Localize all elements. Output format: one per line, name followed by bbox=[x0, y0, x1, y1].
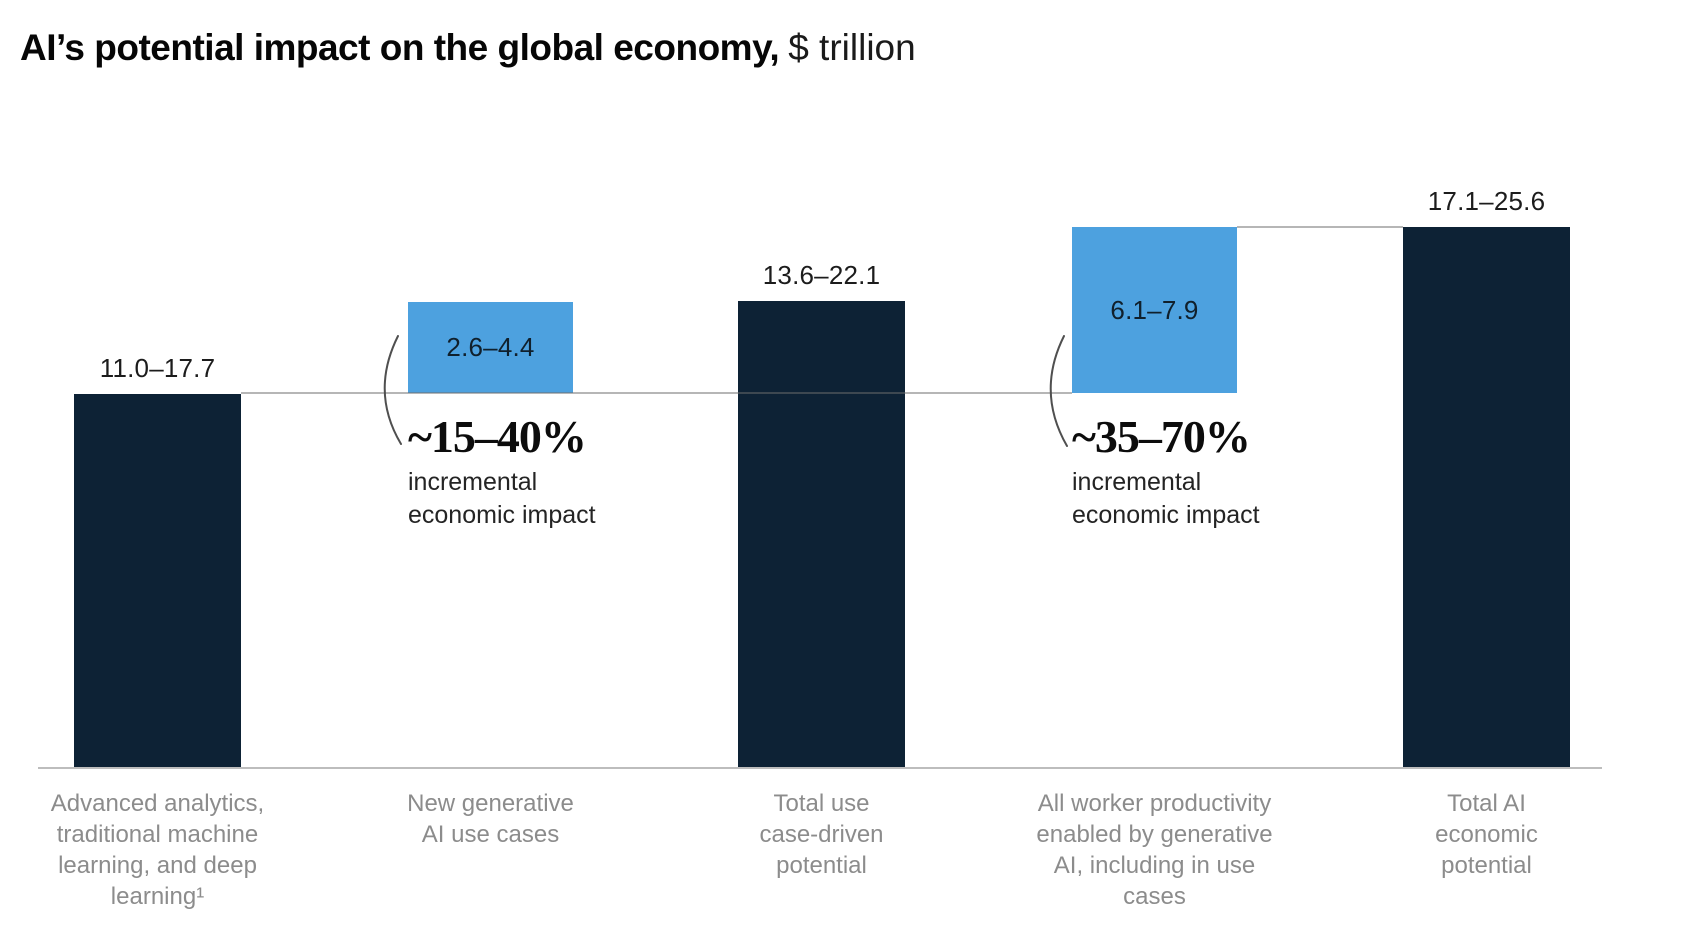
chart-title-unit: $ trillion bbox=[788, 27, 916, 68]
annotation-subtext-line: incremental bbox=[1072, 468, 1202, 496]
connector-line-1 bbox=[241, 392, 1072, 394]
category-label-line: case-driven bbox=[759, 821, 884, 848]
annotation-new-generative-ai-use-cases: ~15–40% incremental economic impact bbox=[408, 414, 596, 532]
category-label-line: traditional machine bbox=[56, 821, 259, 848]
category-label-total-use-case-driven-potential: Total use case-driven potential bbox=[657, 788, 987, 881]
annotation-subtext-line: economic impact bbox=[1072, 501, 1260, 529]
category-label-advanced-analytics: Advanced analytics, traditional machine le… bbox=[0, 788, 323, 912]
bar-total-ai-economic-potential bbox=[1403, 227, 1570, 768]
category-label-new-generative-ai-use-cases: New generative AI use cases bbox=[326, 788, 656, 850]
category-label-line: AI use cases bbox=[421, 821, 560, 848]
bar-total-use-case-driven-potential bbox=[738, 301, 905, 768]
bar-worker-productivity-enabled-by-genai: 6.1–7.9 bbox=[1072, 227, 1237, 393]
value-label-advanced-analytics: 11.0–17.7 bbox=[99, 353, 216, 383]
x-axis-line bbox=[38, 767, 1602, 769]
category-label-total-ai-economic-potential: Total AI economic potential bbox=[1322, 788, 1652, 881]
value-label-total-use-case-driven-potential: 13.6–22.1 bbox=[762, 260, 881, 290]
connector-line-2 bbox=[1237, 226, 1403, 228]
chart-title-text: AI’s potential impact on the global econ… bbox=[20, 27, 780, 68]
category-label-line: All worker productivity bbox=[1037, 790, 1272, 817]
category-label-line: potential bbox=[776, 852, 867, 879]
category-label-line: learning, and deep bbox=[58, 852, 257, 879]
annotation-subtext-line: incremental bbox=[408, 468, 538, 496]
value-label-total-ai-economic-potential: 17.1–25.6 bbox=[1427, 186, 1546, 216]
category-label-line: Total use bbox=[773, 790, 870, 817]
category-label-line: learning¹ bbox=[110, 883, 205, 910]
category-label-line: enabled by generative bbox=[1036, 821, 1273, 848]
bracket-arc-2 bbox=[1049, 335, 1068, 447]
category-label-line: Advanced analytics, bbox=[50, 790, 265, 817]
chart-title: AI’s potential impact on the global econ… bbox=[20, 27, 916, 69]
bar-new-generative-ai-use-cases: 2.6–4.4 bbox=[408, 302, 573, 393]
category-label-line: cases bbox=[1123, 883, 1186, 910]
category-label-worker-productivity-enabled-by-genai: All worker productivity enabled by genera… bbox=[990, 788, 1320, 912]
annotation-worker-productivity-enabled-by-genai: ~35–70% incremental economic impact bbox=[1072, 414, 1260, 532]
annotation-subtext: incremental economic impact bbox=[1072, 466, 1260, 532]
annotation-headline: ~35–70% bbox=[1072, 411, 1251, 462]
category-label-line: Total AI bbox=[1447, 790, 1526, 817]
category-label-line: AI, including in use bbox=[1053, 852, 1256, 879]
bar-advanced-analytics bbox=[74, 394, 241, 768]
bracket-arc-1 bbox=[383, 335, 402, 445]
value-label-worker-productivity-enabled-by-genai: 6.1–7.9 bbox=[1110, 294, 1199, 325]
value-label-new-generative-ai-use-cases: 2.6–4.4 bbox=[446, 332, 535, 362]
category-label-line: economic bbox=[1435, 821, 1538, 848]
category-label-line: New generative bbox=[407, 790, 574, 817]
category-label-line: potential bbox=[1441, 852, 1532, 879]
annotation-subtext: incremental economic impact bbox=[408, 466, 596, 532]
annotation-subtext-line: economic impact bbox=[408, 501, 596, 529]
annotation-headline: ~15–40% bbox=[408, 411, 587, 462]
